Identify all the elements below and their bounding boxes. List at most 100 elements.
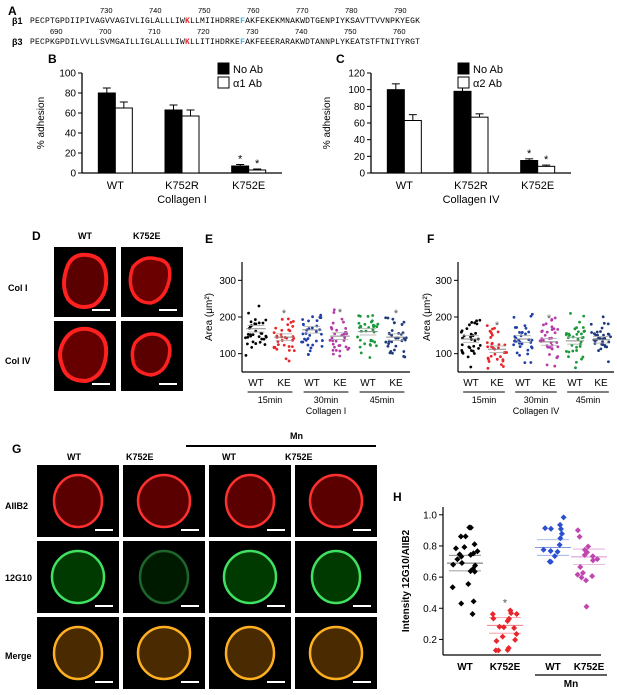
data-point bbox=[542, 323, 545, 327]
data-point bbox=[488, 329, 492, 333]
data-point bbox=[491, 327, 494, 331]
g-col-mn-k752e: K752E bbox=[285, 452, 313, 462]
data-point bbox=[366, 314, 370, 318]
data-point bbox=[564, 333, 568, 337]
data-point bbox=[553, 331, 557, 335]
data-point bbox=[497, 343, 501, 347]
data-point bbox=[499, 633, 506, 640]
data-point bbox=[258, 340, 262, 344]
data-point bbox=[578, 574, 585, 581]
panel-f-letter: F bbox=[427, 232, 435, 246]
data-point bbox=[577, 330, 580, 334]
data-point bbox=[471, 349, 475, 353]
d-col-k752e: K752E bbox=[133, 231, 161, 241]
data-point bbox=[505, 645, 512, 652]
data-point bbox=[358, 338, 362, 342]
data-point bbox=[496, 330, 500, 334]
data-point bbox=[469, 365, 473, 369]
data-point bbox=[458, 600, 465, 607]
data-point bbox=[320, 339, 324, 342]
data-point bbox=[343, 336, 347, 340]
data-point bbox=[486, 345, 490, 349]
data-point bbox=[253, 318, 257, 321]
data-point bbox=[467, 323, 471, 327]
data-point bbox=[589, 557, 596, 564]
data-point bbox=[371, 328, 375, 332]
group-label: K752E bbox=[490, 662, 521, 673]
y-tick-label: 0.2 bbox=[423, 635, 437, 646]
data-point bbox=[333, 345, 336, 349]
data-point bbox=[402, 355, 406, 358]
legend-swatch bbox=[217, 62, 230, 75]
y-tick-label: 300 bbox=[435, 276, 452, 287]
seq-position-number: 730 bbox=[246, 27, 259, 36]
data-point bbox=[466, 355, 470, 359]
data-point bbox=[286, 323, 290, 327]
scale-bar bbox=[267, 529, 285, 531]
panel-g-letter: G bbox=[12, 442, 22, 456]
scale-bar bbox=[95, 529, 113, 531]
panel-b-letter: B bbox=[48, 52, 57, 66]
data-point bbox=[583, 603, 590, 610]
b1-seq-post: AKFEKEKMNAKWDTGENPIYKSAVTTVVNPKYEGK bbox=[245, 17, 421, 26]
data-point bbox=[576, 337, 580, 341]
data-point bbox=[589, 573, 596, 580]
data-point bbox=[402, 320, 406, 324]
data-point bbox=[477, 347, 480, 350]
g-cell-image bbox=[209, 617, 291, 689]
bar bbox=[470, 116, 489, 174]
data-point bbox=[478, 343, 482, 347]
data-point bbox=[578, 345, 582, 348]
data-point bbox=[319, 313, 323, 317]
seq-position-number: 750 bbox=[198, 6, 211, 15]
data-point bbox=[496, 623, 503, 630]
data-point bbox=[513, 326, 517, 329]
data-point bbox=[390, 329, 394, 332]
data-point bbox=[251, 333, 255, 337]
data-point bbox=[390, 333, 394, 337]
chart-b: 0 20 40 60 80 100 % adhesion WT K752R * * K752E Coll… bbox=[36, 62, 282, 206]
data-point bbox=[247, 311, 250, 315]
cell-outline bbox=[224, 625, 276, 681]
data-point bbox=[585, 543, 592, 550]
data-point bbox=[490, 615, 497, 622]
data-point bbox=[257, 321, 261, 325]
y-tick-label: 20 bbox=[354, 152, 366, 163]
data-point bbox=[546, 345, 550, 349]
data-point bbox=[601, 340, 604, 344]
d-image-wt-col4 bbox=[54, 321, 116, 391]
data-point bbox=[553, 364, 557, 368]
data-point bbox=[311, 315, 314, 319]
data-point bbox=[609, 335, 612, 339]
significance-star: * bbox=[503, 598, 508, 610]
data-point bbox=[581, 335, 585, 339]
legend-swatch bbox=[217, 76, 230, 89]
data-point bbox=[363, 322, 367, 326]
b3-seq-post: AKFEEERARAKWDTANNPLYKEATSTFTNITYRGT bbox=[245, 38, 421, 47]
data-point bbox=[376, 322, 380, 326]
b3-seq-mid: LLITIHDRKE bbox=[190, 38, 241, 47]
significance-star: * bbox=[547, 313, 552, 325]
data-point bbox=[599, 337, 602, 340]
data-point bbox=[487, 360, 491, 363]
data-point bbox=[475, 322, 479, 326]
legend-label: α2 Ab bbox=[473, 78, 502, 90]
data-point bbox=[462, 533, 469, 540]
group-label: WT bbox=[304, 378, 320, 389]
x-category-label: K752E bbox=[232, 180, 265, 192]
time-label: 15min bbox=[472, 395, 497, 405]
y-tick-label: 120 bbox=[348, 69, 365, 80]
data-point bbox=[399, 332, 403, 336]
data-point bbox=[394, 344, 398, 348]
bar bbox=[386, 89, 405, 174]
seq-position-number: 690 bbox=[50, 27, 63, 36]
legend-swatch bbox=[457, 62, 470, 75]
group-label: KE bbox=[389, 378, 403, 389]
data-point bbox=[571, 349, 575, 353]
g-cell-image bbox=[295, 541, 377, 613]
data-point bbox=[331, 342, 335, 346]
g-col-k752e: K752E bbox=[126, 452, 154, 462]
significance-star: * bbox=[495, 320, 500, 332]
g-cell-image bbox=[37, 617, 119, 689]
g-row-aiib2: AIIB2 bbox=[5, 501, 29, 511]
